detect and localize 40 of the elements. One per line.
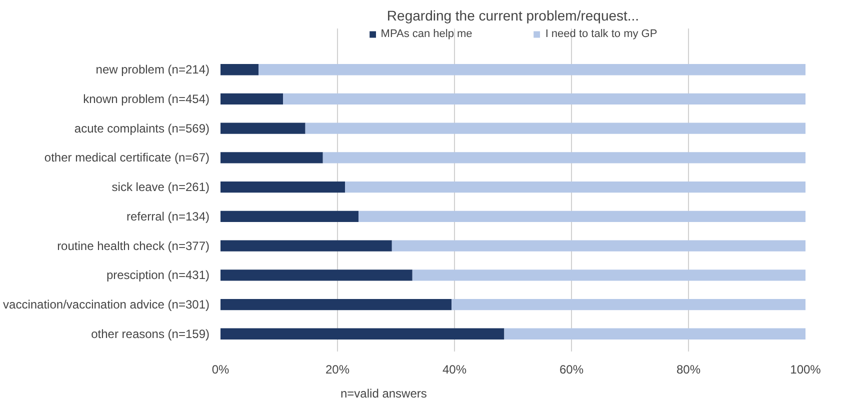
bar (452, 298, 806, 310)
y-tick-label: known problem (n=454) (83, 92, 210, 106)
y-tick-label: acute complaints (n=569) (74, 121, 210, 136)
bar (220, 270, 412, 281)
x-tick-label: 80% (676, 362, 701, 376)
x-tick-label: 100% (790, 362, 822, 376)
bar (220, 93, 284, 105)
bar (412, 270, 806, 281)
bar (220, 152, 323, 164)
bar (220, 298, 452, 310)
bar (322, 152, 806, 164)
x-tick-label: 60% (559, 362, 584, 376)
x-tick-label: 0% (212, 362, 230, 376)
y-tick-label: other medical certificate (n=67) (44, 150, 210, 165)
bar (220, 328, 504, 340)
x-tick-label: 40% (442, 362, 467, 376)
bar (220, 210, 359, 222)
bar (305, 122, 806, 134)
bar (220, 240, 392, 252)
bar (392, 240, 806, 252)
bar (220, 122, 306, 134)
bar (258, 64, 806, 76)
y-tick-label: vaccination/vaccination advice (n=301) (3, 298, 210, 312)
bar (504, 328, 806, 340)
legend-label: MPAs can help me (380, 28, 472, 40)
chart-title: Regarding the current problem/request... (386, 8, 640, 24)
y-tick-label: routine health check (n=377) (57, 238, 210, 253)
y-tick-label: presciption (n=431) (106, 268, 210, 282)
y-tick-label: new problem (n=214) (96, 62, 210, 77)
y-tick-label: sick leave (n=261) (112, 180, 210, 194)
y-tick-label: referral (n=134) (126, 209, 210, 224)
legend-label: I need to talk to my GP (545, 28, 658, 40)
bar (358, 210, 806, 222)
text: n=valid answers (340, 386, 427, 400)
bar (220, 64, 259, 76)
bar (220, 181, 346, 193)
bar (345, 181, 806, 193)
y-tick-label: other reasons (n=159) (91, 326, 210, 341)
x-tick-label: 20% (325, 362, 350, 376)
bar (283, 93, 806, 105)
